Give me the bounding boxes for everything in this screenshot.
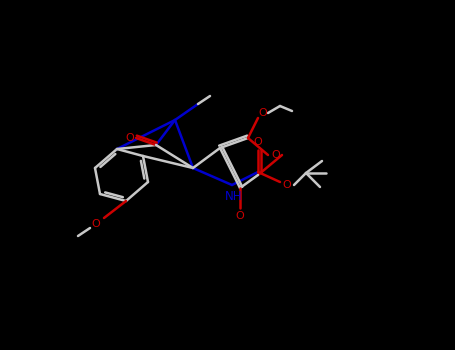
Text: O: O bbox=[253, 137, 263, 147]
Text: O: O bbox=[258, 108, 268, 118]
Text: O: O bbox=[272, 150, 280, 160]
Text: O: O bbox=[236, 211, 244, 221]
Text: O: O bbox=[126, 133, 134, 143]
Text: O: O bbox=[283, 180, 291, 190]
Text: NH: NH bbox=[225, 190, 243, 203]
Text: O: O bbox=[91, 219, 101, 229]
